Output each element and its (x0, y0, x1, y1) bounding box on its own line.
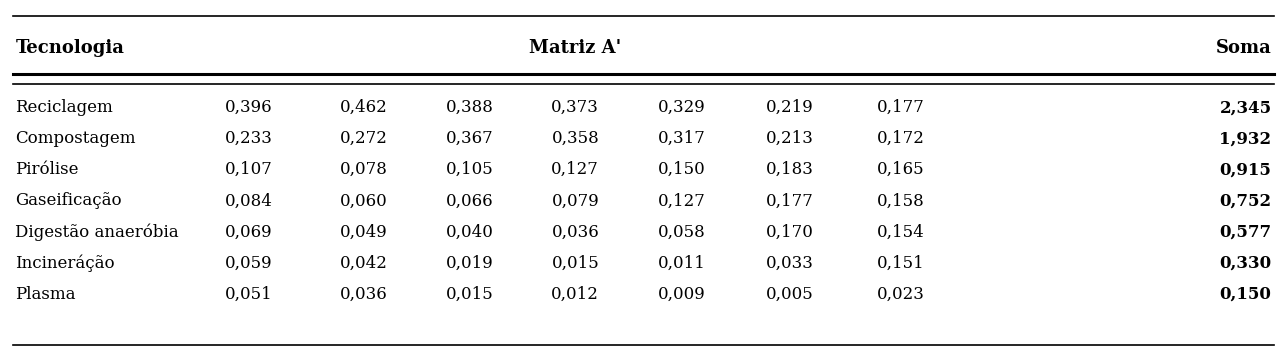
Text: 0,170: 0,170 (766, 223, 815, 240)
Text: 0,330: 0,330 (1219, 255, 1272, 271)
Text: 0,105: 0,105 (445, 161, 494, 178)
Text: 0,069: 0,069 (224, 223, 273, 240)
Text: 0,915: 0,915 (1220, 161, 1272, 178)
Text: 0,019: 0,019 (445, 255, 494, 271)
Text: 0,183: 0,183 (766, 161, 815, 178)
Text: 0,036: 0,036 (340, 286, 389, 303)
Text: 0,752: 0,752 (1219, 192, 1272, 209)
Text: 0,051: 0,051 (224, 286, 273, 303)
Text: 2,345: 2,345 (1219, 99, 1272, 116)
Text: 0,219: 0,219 (766, 99, 815, 116)
Text: 0,151: 0,151 (876, 255, 925, 271)
Text: 0,015: 0,015 (445, 286, 494, 303)
Text: 1,932: 1,932 (1219, 130, 1272, 147)
Text: 0,329: 0,329 (658, 99, 707, 116)
Text: 0,150: 0,150 (658, 161, 707, 178)
Text: 0,172: 0,172 (876, 130, 925, 147)
Text: 0,060: 0,060 (340, 192, 389, 209)
Text: 0,033: 0,033 (766, 255, 815, 271)
Text: 0,177: 0,177 (876, 99, 925, 116)
Text: Plasma: Plasma (15, 286, 76, 303)
Text: Soma: Soma (1216, 39, 1272, 56)
Text: 0,023: 0,023 (876, 286, 925, 303)
Text: 0,059: 0,059 (224, 255, 273, 271)
Text: 0,084: 0,084 (224, 192, 273, 209)
Text: Gaseificação: Gaseificação (15, 192, 122, 209)
Text: Reciclagem: Reciclagem (15, 99, 113, 116)
Text: 0,127: 0,127 (551, 161, 600, 178)
Text: Compostagem: Compostagem (15, 130, 136, 147)
Text: 0,040: 0,040 (445, 223, 494, 240)
Text: 0,165: 0,165 (876, 161, 925, 178)
Text: 0,177: 0,177 (766, 192, 815, 209)
Text: 0,005: 0,005 (766, 286, 815, 303)
Text: 0,058: 0,058 (658, 223, 707, 240)
Text: 0,049: 0,049 (340, 223, 389, 240)
Text: Matriz A': Matriz A' (529, 39, 620, 56)
Text: 0,158: 0,158 (876, 192, 925, 209)
Text: 0,015: 0,015 (551, 255, 600, 271)
Text: 0,367: 0,367 (445, 130, 494, 147)
Text: 0,127: 0,127 (658, 192, 707, 209)
Text: 0,272: 0,272 (340, 130, 389, 147)
Text: 0,233: 0,233 (224, 130, 273, 147)
Text: 0,150: 0,150 (1220, 286, 1272, 303)
Text: 0,078: 0,078 (340, 161, 389, 178)
Text: Pirólise: Pirólise (15, 161, 79, 178)
Text: 0,079: 0,079 (551, 192, 600, 209)
Text: 0,107: 0,107 (224, 161, 273, 178)
Text: 0,577: 0,577 (1219, 223, 1272, 240)
Text: Tecnologia: Tecnologia (15, 39, 125, 56)
Text: 0,462: 0,462 (340, 99, 389, 116)
Text: 0,373: 0,373 (551, 99, 600, 116)
Text: Digestão anaeróbia: Digestão anaeróbia (15, 223, 179, 241)
Text: 0,011: 0,011 (658, 255, 707, 271)
Text: 0,317: 0,317 (658, 130, 707, 147)
Text: 0,009: 0,009 (658, 286, 707, 303)
Text: 0,066: 0,066 (445, 192, 494, 209)
Text: 0,036: 0,036 (551, 223, 600, 240)
Text: Incineráção: Incineráção (15, 254, 115, 272)
Text: 0,042: 0,042 (340, 255, 389, 271)
Text: 0,012: 0,012 (551, 286, 600, 303)
Text: 0,396: 0,396 (224, 99, 273, 116)
Text: 0,154: 0,154 (876, 223, 925, 240)
Text: 0,388: 0,388 (445, 99, 494, 116)
Text: 0,213: 0,213 (766, 130, 815, 147)
Text: 0,358: 0,358 (551, 130, 600, 147)
